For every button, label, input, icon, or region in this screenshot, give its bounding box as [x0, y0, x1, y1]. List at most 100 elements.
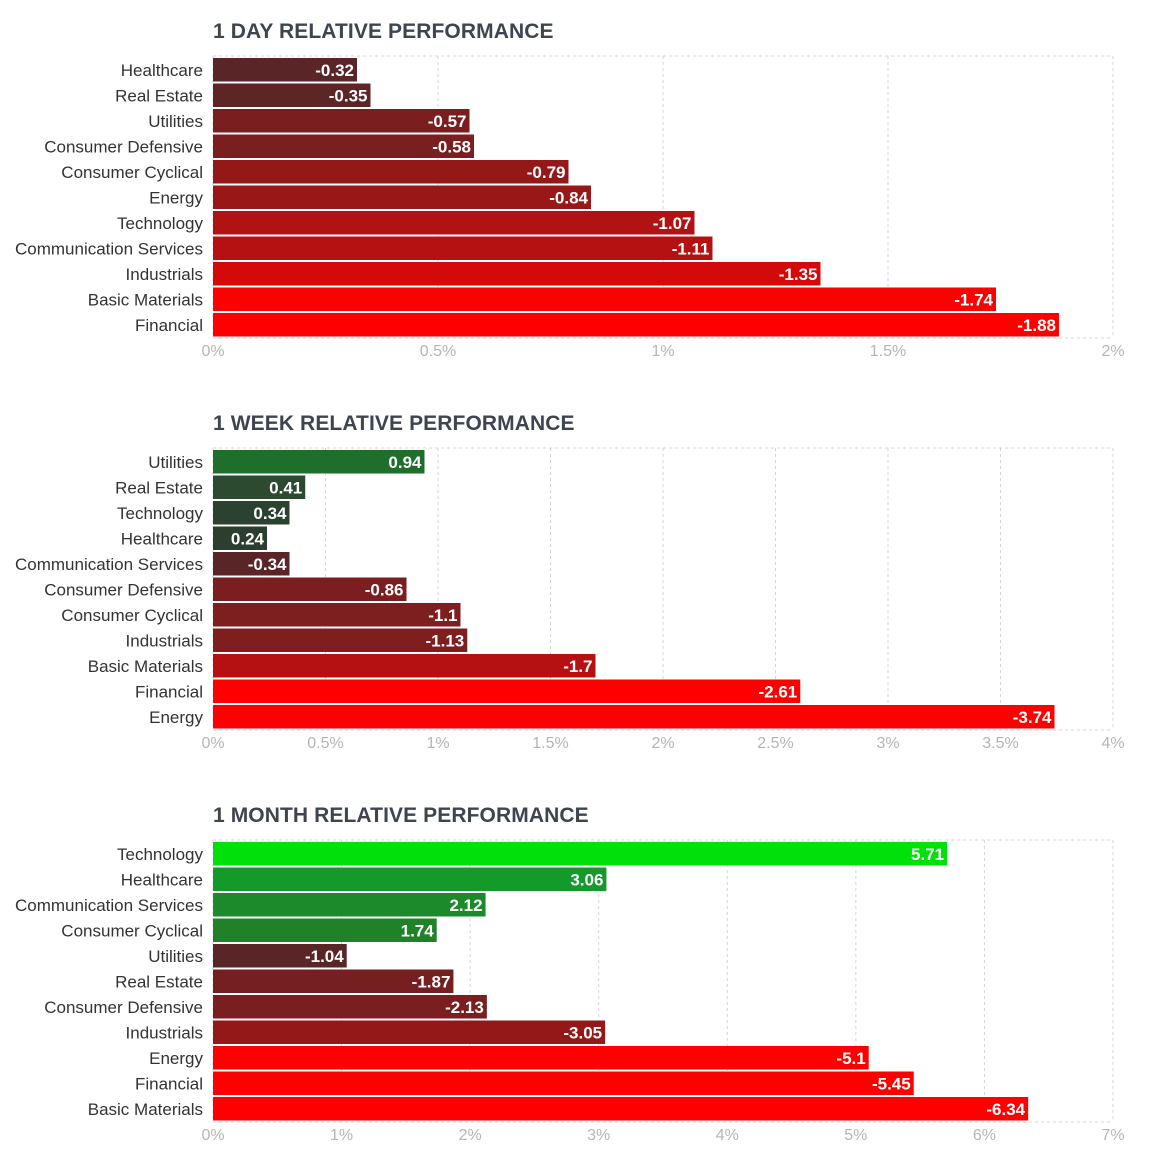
- x-tick-label: 2.5%: [757, 735, 793, 752]
- value-label: 2.12: [449, 896, 482, 915]
- value-label: -5.1: [836, 1049, 865, 1068]
- value-label: -6.34: [986, 1100, 1025, 1119]
- bar: [213, 1046, 869, 1070]
- category-label: Basic Materials: [88, 1100, 203, 1119]
- value-label: -3.74: [1013, 708, 1052, 727]
- category-label: Consumer Defensive: [44, 580, 203, 599]
- category-label: Healthcare: [121, 61, 203, 80]
- value-label: -0.57: [428, 112, 467, 131]
- x-tick-label: 0.5%: [307, 735, 343, 752]
- category-label: Consumer Defensive: [44, 137, 203, 156]
- bar: [213, 236, 713, 260]
- category-label: Financial: [135, 1074, 203, 1093]
- value-label: -1.07: [653, 214, 692, 233]
- category-label: Energy: [149, 708, 203, 727]
- category-label: Communication Services: [15, 896, 203, 915]
- value-label: 0.94: [388, 453, 422, 472]
- bar: [213, 995, 487, 1019]
- category-label: Communication Services: [15, 239, 203, 258]
- bar: [213, 679, 801, 703]
- category-label: Energy: [149, 1049, 203, 1068]
- category-label: Consumer Cyclical: [61, 163, 203, 182]
- x-tick-label: 1.5%: [532, 735, 568, 752]
- bar: [213, 918, 437, 942]
- bar: [213, 577, 407, 601]
- bar: [213, 603, 461, 627]
- value-label: -1.7: [563, 657, 592, 676]
- value-label: -3.05: [563, 1023, 602, 1042]
- category-label: Healthcare: [121, 870, 203, 889]
- bar: [213, 134, 474, 158]
- chart-title: 1 MONTH RELATIVE PERFORMANCE: [213, 804, 589, 827]
- value-label: -1.1: [428, 606, 457, 625]
- bar: [213, 211, 695, 235]
- category-label: Industrials: [126, 1023, 203, 1042]
- value-label: 0.34: [253, 504, 287, 523]
- bar: [213, 262, 821, 286]
- value-label: -1.35: [779, 265, 818, 284]
- bar: [213, 501, 290, 525]
- chart-1-day: 1 DAY RELATIVE PERFORMANCE 0% 0.5% 1% 1.5% 2…: [0, 0, 1163, 360]
- value-label: 0.24: [231, 529, 265, 548]
- x-tick-label: 7%: [1101, 1127, 1124, 1144]
- category-label: Real Estate: [115, 86, 203, 105]
- value-label: -0.86: [365, 580, 404, 599]
- value-label: -2.13: [445, 998, 484, 1017]
- value-label: 3.06: [570, 870, 603, 889]
- value-label: -1.88: [1017, 316, 1056, 335]
- chart-1-day-plot: 0% 0.5% 1% 1.5% 2% Healthcare -0.32 Real Estate…: [15, 55, 1125, 360]
- x-tick-label: 4%: [716, 1127, 739, 1144]
- x-tick-label: 6%: [973, 1127, 996, 1144]
- chart-1-week: 1 WEEK RELATIVE PERFORMANCE 0% 0.5% 1% 1.5%…: [0, 392, 1163, 752]
- category-label: Utilities: [148, 947, 203, 966]
- chart-title: 1 WEEK RELATIVE PERFORMANCE: [213, 412, 575, 435]
- x-tick-label: 2%: [459, 1127, 482, 1144]
- chart-1-month-plot: 0% 1% 2% 3% 4% 5% 6% 7% Technology 5.71 Healthcare…: [15, 839, 1125, 1144]
- x-tick-label: 0%: [201, 735, 224, 752]
- bar: [213, 1097, 1029, 1121]
- bar: [213, 1071, 914, 1095]
- bar: [213, 475, 306, 499]
- category-label: Consumer Cyclical: [61, 606, 203, 625]
- category-label: Technology: [117, 504, 204, 523]
- bar: [213, 893, 486, 917]
- bar: [213, 628, 468, 652]
- value-label: 5.71: [911, 845, 944, 864]
- category-label: Industrials: [126, 265, 203, 284]
- x-tick-label: 5%: [844, 1127, 867, 1144]
- category-label: Healthcare: [121, 529, 203, 548]
- category-label: Energy: [149, 188, 203, 207]
- value-label: -0.84: [549, 188, 588, 207]
- x-tick-label: 3%: [876, 735, 899, 752]
- bar: [213, 1020, 606, 1044]
- value-label: -0.32: [315, 61, 354, 80]
- value-label: -2.61: [759, 682, 798, 701]
- value-label: -5.45: [872, 1074, 911, 1093]
- x-tick-label: 1%: [426, 735, 449, 752]
- value-label: -0.79: [527, 163, 566, 182]
- bar: [213, 654, 596, 678]
- category-label: Technology: [117, 214, 204, 233]
- x-tick-label: 0%: [201, 343, 224, 360]
- bar: [213, 969, 454, 993]
- x-tick-label: 0.5%: [420, 343, 456, 360]
- category-label: Financial: [135, 682, 203, 701]
- category-label: Industrials: [126, 631, 203, 650]
- value-label: -1.04: [305, 947, 344, 966]
- x-tick-label: 0%: [201, 1127, 224, 1144]
- value-label: -0.34: [248, 555, 287, 574]
- bar: [213, 450, 425, 474]
- bar: [213, 109, 470, 133]
- bar: [213, 58, 357, 82]
- bar: [213, 160, 569, 184]
- bar: [213, 552, 290, 576]
- category-label: Real Estate: [115, 972, 203, 991]
- value-label: -1.87: [412, 972, 451, 991]
- bar: [213, 313, 1059, 337]
- bar: [213, 83, 371, 107]
- bar: [213, 526, 267, 550]
- category-label: Real Estate: [115, 478, 203, 497]
- bar: [213, 705, 1055, 729]
- x-tick-label: 1%: [651, 343, 674, 360]
- category-label: Consumer Defensive: [44, 998, 203, 1017]
